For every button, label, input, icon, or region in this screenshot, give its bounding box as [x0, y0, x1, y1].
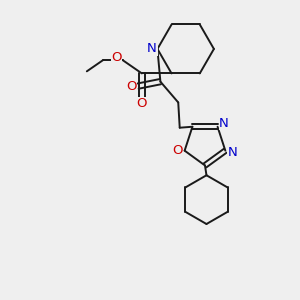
Text: O: O: [111, 51, 122, 64]
Text: N: N: [219, 117, 229, 130]
Text: O: O: [126, 80, 137, 93]
Text: O: O: [172, 144, 182, 157]
Text: O: O: [136, 97, 147, 110]
Text: N: N: [147, 42, 157, 56]
Text: N: N: [228, 146, 238, 159]
